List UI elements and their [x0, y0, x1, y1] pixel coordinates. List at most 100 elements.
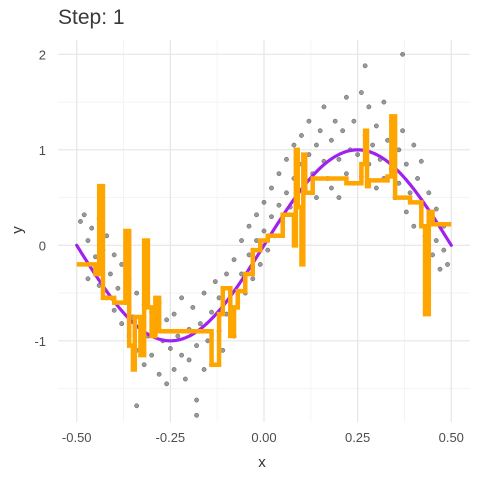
y-tick-label: 2: [39, 47, 46, 62]
data-point: [340, 128, 346, 134]
data-point: [224, 271, 229, 277]
data-point: [85, 238, 91, 244]
data-point: [194, 412, 200, 418]
data-point: [403, 209, 409, 215]
data-point: [261, 228, 267, 234]
data-point: [269, 185, 274, 191]
x-tick-label: 0.25: [345, 430, 370, 445]
data-point: [111, 252, 117, 258]
data-point: [441, 247, 447, 253]
data-point: [411, 223, 417, 229]
data-point: [134, 290, 140, 296]
data-point: [362, 63, 368, 69]
data-point: [78, 219, 83, 224]
data-point: [201, 367, 207, 372]
data-point: [373, 185, 379, 191]
data-point: [400, 128, 406, 134]
data-point: [164, 317, 170, 323]
y-tick-label: 1: [39, 143, 46, 158]
data-point: [107, 271, 113, 277]
chart-title: Step: 1: [58, 6, 125, 29]
data-point: [194, 343, 200, 349]
data-point: [81, 212, 87, 218]
data-point: [89, 225, 95, 231]
data-point: [156, 371, 162, 377]
data-point: [186, 357, 192, 363]
data-point: [355, 152, 361, 158]
data-point: [164, 381, 170, 387]
data-point: [257, 261, 263, 267]
data-point: [366, 104, 372, 110]
data-point: [373, 123, 379, 129]
data-point: [445, 261, 450, 267]
data-point: [358, 90, 364, 95]
data-point: [426, 190, 432, 196]
data-point: [190, 304, 196, 310]
data-point: [381, 99, 387, 105]
x-tick-label: -0.25: [156, 430, 186, 445]
data-point: [336, 195, 342, 201]
data-point: [269, 214, 274, 220]
data-point: [111, 307, 117, 313]
data-point: [328, 137, 334, 143]
data-point: [265, 247, 271, 253]
data-point: [418, 158, 424, 164]
data-point: [167, 346, 173, 351]
fitted-lines: [75, 114, 453, 372]
data-point: [171, 367, 177, 372]
data-point: [197, 321, 203, 327]
data-point: [321, 104, 327, 110]
data-point: [231, 257, 237, 263]
data-point: [351, 118, 357, 124]
data-point: [179, 295, 185, 301]
data-point: [284, 156, 289, 162]
y-tick-label: -1: [34, 334, 46, 349]
data-point: [182, 376, 188, 382]
x-axis-label: x: [258, 454, 266, 471]
grid-major: [58, 40, 470, 422]
data-point: [246, 223, 252, 229]
data-point: [134, 403, 140, 409]
data-point: [332, 118, 338, 124]
data-point: [343, 94, 349, 100]
data-point: [284, 190, 289, 196]
data-point: [343, 171, 349, 177]
data-point: [415, 176, 421, 181]
data-point: [179, 352, 185, 358]
data-point: [209, 309, 215, 315]
y-tick-label: 0: [39, 238, 46, 253]
data-point: [261, 199, 267, 205]
x-tick-label: 0.50: [439, 430, 464, 445]
data-point: [411, 142, 417, 148]
data-point: [433, 238, 439, 244]
data-point: [407, 190, 413, 196]
data-point: [313, 195, 319, 201]
data-point: [437, 266, 443, 272]
data-point: [317, 128, 323, 134]
data-point: [85, 276, 91, 282]
y-axis-label: y: [9, 226, 26, 234]
data-point: [250, 276, 256, 282]
data-point: [313, 142, 319, 148]
x-tick-label: -0.50: [62, 430, 92, 445]
data-point: [171, 311, 177, 317]
data-point: [254, 212, 259, 218]
data-point: [194, 397, 200, 403]
data-point: [201, 290, 207, 296]
data-point: [433, 206, 439, 212]
data-point: [141, 362, 147, 368]
data-point: [400, 51, 406, 57]
data-point: [306, 118, 312, 124]
data-point: [336, 156, 342, 162]
x-tick-label: 0.00: [251, 430, 276, 445]
data-point: [115, 285, 121, 291]
data-point: [403, 161, 409, 167]
boosted-prediction-step-line: [76, 114, 452, 372]
data-point: [370, 142, 376, 148]
data-point: [175, 333, 181, 339]
data-point: [239, 238, 244, 244]
data-point: [149, 352, 155, 358]
data-point: [299, 133, 304, 138]
data-point: [212, 279, 218, 285]
